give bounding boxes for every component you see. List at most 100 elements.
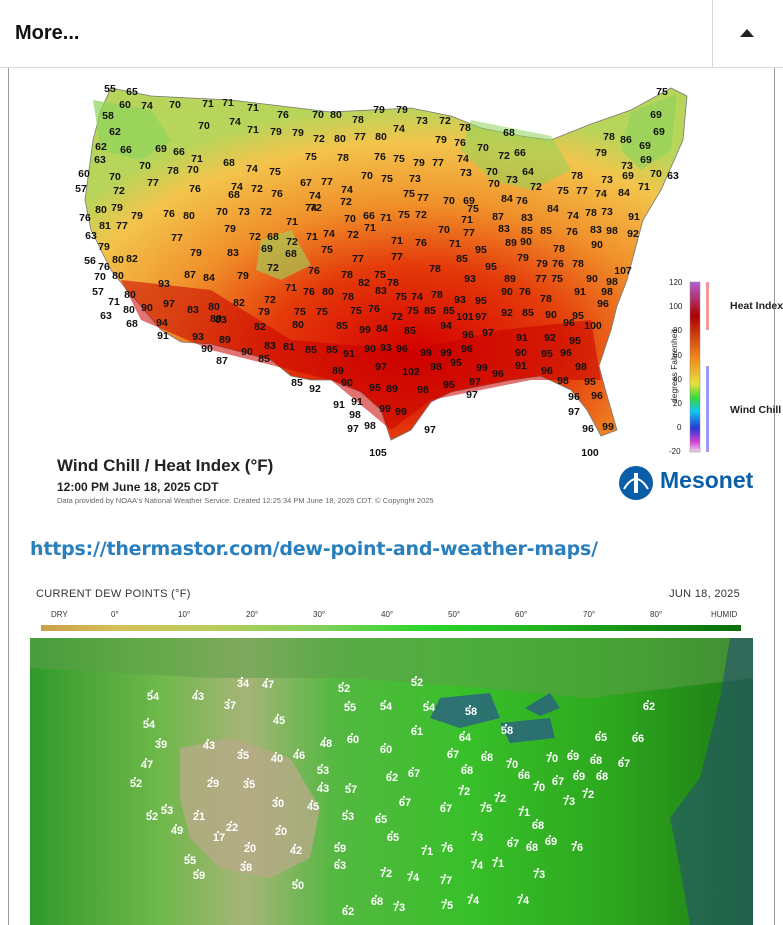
map-value-label: 96 <box>560 347 572 359</box>
station-dot <box>483 801 487 805</box>
station-dot <box>350 732 354 736</box>
map-value-label: 98 <box>601 286 613 298</box>
scale-label: 60° <box>515 610 528 619</box>
map-value-label: 98 <box>606 225 618 237</box>
dew-point-scale: DRY 0° 10° 20° 30° 40° 50° 60° 70° 80° H… <box>41 608 741 634</box>
map-value-label: 72 <box>347 229 359 241</box>
map-value-label: 83 <box>187 304 199 316</box>
map-value-label: 78 <box>337 152 349 164</box>
map-value-label: 95 <box>475 295 487 307</box>
map-value-label: 79 <box>131 210 143 222</box>
map-value-label: 98 <box>557 375 569 387</box>
station-dot <box>576 769 580 773</box>
station-dot <box>574 840 578 844</box>
map-value-label: 35 <box>237 750 249 762</box>
map-value-label: 90 <box>586 273 598 285</box>
map-value-label: 77 <box>354 131 366 143</box>
map-value-label: 90 <box>341 377 353 389</box>
map-value-label: 73 <box>460 167 472 179</box>
green-patch-northeast <box>621 94 677 170</box>
map-value-label: 63 <box>334 860 346 872</box>
scale-label: 50° <box>448 610 461 619</box>
map-value-label: 91 <box>515 360 527 372</box>
map-value-label: 37 <box>224 700 236 712</box>
station-dot <box>424 844 428 848</box>
map-value-label: 72 <box>582 789 594 801</box>
map-value-label: 96 <box>582 423 594 435</box>
map-value-label: 77 <box>147 177 159 189</box>
map-value-label: 83 <box>521 212 533 224</box>
station-dot <box>497 791 501 795</box>
map-value-label: 90 <box>545 309 557 321</box>
mesonet-logo: Mesonet <box>616 463 783 503</box>
map-value-label: 96 <box>492 368 504 380</box>
map-value-label: 60 <box>380 744 392 756</box>
map-value-label: 97 <box>466 389 478 401</box>
map-value-label: 83 <box>375 285 387 297</box>
map-value-label: 76 <box>98 261 110 273</box>
map-value-label: 97 <box>469 376 481 388</box>
station-dot <box>247 841 251 845</box>
map-value-label: 79 <box>270 126 282 138</box>
map-value-label: 71 <box>191 153 203 165</box>
map-value-label: 76 <box>519 286 531 298</box>
map-value-label: 99 <box>379 403 391 415</box>
map-value-label: 68 <box>285 248 297 260</box>
map-value-label: 56 <box>84 255 96 267</box>
map-value-label: 90 <box>201 343 213 355</box>
station-dot <box>414 675 418 679</box>
map-value-label: 47 <box>141 759 153 771</box>
map-value-label: 76 <box>271 188 283 200</box>
collapse-toggle-button[interactable] <box>712 0 783 67</box>
map-value-label: 68 <box>596 771 608 783</box>
station-dot <box>347 700 351 704</box>
map-value-label: 83 <box>227 247 239 259</box>
map-value-label: 82 <box>358 277 370 289</box>
station-dot <box>320 781 324 785</box>
map-value-label: 78 <box>540 293 552 305</box>
map-value-label: 77 <box>352 253 364 265</box>
map-value-label: 98 <box>606 276 618 288</box>
station-dot <box>164 803 168 807</box>
map-value-label: 20 <box>275 826 287 838</box>
station-dot <box>548 834 552 838</box>
map-value-label: 68 <box>223 157 235 169</box>
map-value-label: 68 <box>526 842 538 854</box>
station-dot <box>443 801 447 805</box>
map-value-label: 86 <box>620 134 632 146</box>
map-value-label: 81 <box>99 220 111 232</box>
map-value-label: 75 <box>480 803 492 815</box>
map-value-label: 90 <box>515 347 527 359</box>
map-value-label: 72 <box>251 183 263 195</box>
thermastor-link[interactable]: https://thermastor.com/dew-point-and-wea… <box>30 538 598 560</box>
map-value-label: 42 <box>290 845 302 857</box>
map-value-label: 76 <box>552 258 564 270</box>
map-value-label: 79 <box>98 241 110 253</box>
station-dot <box>144 757 148 761</box>
map-value-label: 74 <box>457 153 469 165</box>
station-dot <box>426 700 430 704</box>
map-value-label: 79 <box>517 252 529 264</box>
heat-index-legend: 120 100 80 60 40 20 0 -20 degrees Fahren… <box>646 278 783 458</box>
map-value-label: 75 <box>551 273 563 285</box>
map-value-label: 95 <box>369 382 381 394</box>
map-value-label: 53 <box>161 805 173 817</box>
map-value-label: 71 <box>461 214 473 226</box>
map-value-label: 65 <box>375 814 387 826</box>
map-value-label: 99 <box>359 324 371 336</box>
map-value-label: 96 <box>568 391 580 403</box>
great-lakes-water <box>430 693 560 743</box>
station-dot <box>462 730 466 734</box>
map-value-label: 76 <box>308 265 320 277</box>
map-value-label: 93 <box>192 331 204 343</box>
map-value-label: 52 <box>146 811 158 823</box>
map-value-label: 95 <box>584 376 596 388</box>
map-value-label: 97 <box>482 327 494 339</box>
map-value-label: 77 <box>535 273 547 285</box>
map-value-label: 48 <box>320 738 332 750</box>
map-value-label: 91 <box>516 332 528 344</box>
map-value-label: 76 <box>189 183 201 195</box>
map-value-label: 69 <box>463 195 475 207</box>
map-value-label: 22 <box>226 822 238 834</box>
